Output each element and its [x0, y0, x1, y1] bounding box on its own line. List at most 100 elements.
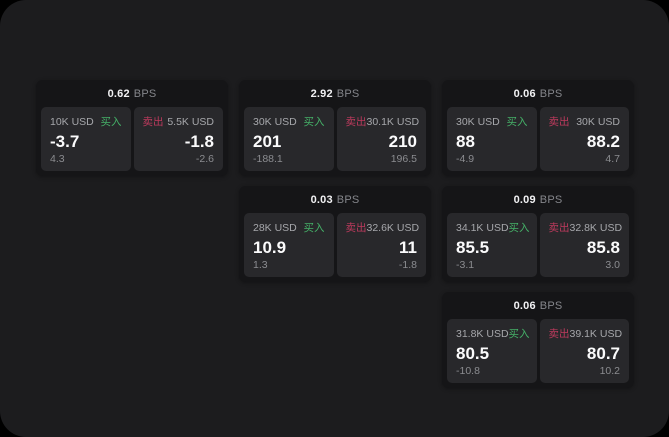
quote-card-5: 0.09 BPS 34.1K USD 买入 85.5 -3.1 卖出 32.8K…	[442, 186, 634, 282]
bps-value: 0.09	[513, 193, 536, 206]
bps-value: 2.92	[310, 87, 333, 100]
quote-card-1: 0.62 BPS 10K USD 买入 -3.7 4.3 卖出 5.5K USD	[36, 80, 228, 176]
sell-price: 11	[399, 238, 417, 257]
sell-tag: 卖出	[345, 116, 367, 128]
sell-delta: 196.5	[390, 153, 417, 165]
sell-delta: 4.7	[605, 153, 620, 165]
buy-price: -3.7	[50, 132, 80, 151]
bps-unit: BPS	[133, 87, 157, 100]
card-body: 31.8K USD 买入 80.5 -10.8 卖出 39.1K USD 80.…	[442, 319, 634, 388]
buy-pane[interactable]: 10K USD 买入 -3.7 4.3	[41, 107, 131, 171]
card-body: 30K USD 买入 201 -188.1 卖出 30.1K USD 210 1…	[239, 107, 431, 176]
buy-tag: 买入	[506, 116, 528, 128]
bps-header: 0.09 BPS	[442, 186, 634, 213]
bps-unit: BPS	[539, 299, 563, 312]
sell-notional: 30K USD	[576, 115, 620, 128]
buy-pane-top: 10K USD 买入	[50, 114, 122, 129]
sell-pane-top: 卖出 30.1K USD	[345, 114, 420, 129]
buy-price: 10.9	[253, 238, 287, 257]
buy-pane-top: 28K USD 买入	[253, 220, 325, 235]
buy-notional: 28K USD	[253, 221, 297, 234]
bps-unit: BPS	[539, 193, 563, 206]
bps-value: 0.06	[513, 299, 536, 312]
buy-pane[interactable]: 34.1K USD 买入 85.5 -3.1	[447, 213, 537, 277]
sell-delta: 3.0	[605, 259, 620, 271]
sell-pane-top: 卖出 32.8K USD	[548, 220, 623, 235]
sell-pane-top: 卖出 30K USD	[549, 114, 621, 129]
quote-card-6: 0.06 BPS 31.8K USD 买入 80.5 -10.8 卖出 39.1…	[442, 292, 634, 388]
buy-delta: 4.3	[50, 153, 65, 165]
sell-price: 88.2	[586, 132, 620, 151]
buy-notional: 31.8K USD	[456, 327, 509, 340]
buy-pane[interactable]: 30K USD 买入 88 -4.9	[447, 107, 537, 171]
buy-pane-top: 30K USD 买入	[253, 114, 325, 129]
sell-pane[interactable]: 卖出 32.6K USD 11 -1.8	[336, 213, 426, 277]
bps-header: 2.92 BPS	[239, 80, 431, 107]
sell-pane-top: 卖出 5.5K USD	[143, 114, 215, 129]
card-body: 34.1K USD 买入 85.5 -3.1 卖出 32.8K USD 85.8…	[442, 213, 634, 282]
sell-price: 85.8	[586, 238, 620, 257]
sell-pane[interactable]: 卖出 32.8K USD 85.8 3.0	[539, 213, 629, 277]
bps-header: 0.62 BPS	[36, 80, 228, 107]
bps-unit: BPS	[539, 87, 563, 100]
sell-tag: 卖出	[345, 222, 367, 234]
buy-notional: 30K USD	[253, 115, 297, 128]
buy-pane-top: 30K USD 买入	[456, 114, 528, 129]
quote-card-3: 0.06 BPS 30K USD 买入 88 -4.9 卖出 30K USD	[442, 80, 634, 176]
bps-header: 0.03 BPS	[239, 186, 431, 213]
sell-notional: 32.8K USD	[569, 221, 623, 234]
sell-pane[interactable]: 卖出 39.1K USD 80.7 10.2	[539, 319, 629, 383]
buy-tag: 买入	[303, 222, 325, 234]
buy-tag: 买入	[508, 222, 530, 234]
card-body: 28K USD 买入 10.9 1.3 卖出 32.6K USD 11 -1.8	[239, 213, 431, 282]
sell-pane-top: 卖出 39.1K USD	[548, 326, 623, 341]
sell-notional: 32.6K USD	[366, 221, 420, 234]
buy-price: 201	[253, 132, 282, 151]
sell-price: 80.7	[586, 344, 620, 363]
buy-pane[interactable]: 31.8K USD 买入 80.5 -10.8	[447, 319, 537, 383]
buy-pane[interactable]: 28K USD 买入 10.9 1.3	[244, 213, 334, 277]
sell-price: -1.8	[184, 132, 214, 151]
sell-delta: 10.2	[599, 365, 620, 377]
sell-notional: 5.5K USD	[167, 115, 214, 128]
bps-value: 0.06	[513, 87, 536, 100]
bps-header: 0.06 BPS	[442, 292, 634, 319]
sell-notional: 30.1K USD	[366, 115, 420, 128]
sell-price: 210	[388, 132, 417, 151]
buy-delta: -3.1	[456, 259, 475, 271]
buy-pane[interactable]: 30K USD 买入 201 -188.1	[244, 107, 334, 171]
buy-tag: 买入	[303, 116, 325, 128]
quote-card-4: 0.03 BPS 28K USD 买入 10.9 1.3 卖出 32.6K US…	[239, 186, 431, 282]
buy-notional: 10K USD	[50, 115, 94, 128]
sell-tag: 卖出	[548, 116, 570, 128]
buy-tag: 买入	[100, 116, 122, 128]
buy-pane-top: 34.1K USD 买入	[456, 220, 530, 235]
quote-card-2: 2.92 BPS 30K USD 买入 201 -188.1 卖出 30.1K …	[239, 80, 431, 176]
sell-tag: 卖出	[142, 116, 164, 128]
bps-unit: BPS	[336, 193, 360, 206]
quote-cards-grid: 0.62 BPS 10K USD 买入 -3.7 4.3 卖出 5.5K USD	[36, 80, 634, 388]
bps-value: 0.03	[310, 193, 333, 206]
sell-tag: 卖出	[548, 328, 570, 340]
buy-price: 88	[456, 132, 475, 151]
sell-tag: 卖出	[548, 222, 570, 234]
buy-pane-top: 31.8K USD 买入	[456, 326, 530, 341]
buy-delta: -188.1	[253, 153, 283, 165]
sell-pane-top: 卖出 32.6K USD	[345, 220, 420, 235]
sell-pane[interactable]: 卖出 30.1K USD 210 196.5	[336, 107, 426, 171]
sell-pane[interactable]: 卖出 5.5K USD -1.8 -2.6	[133, 107, 223, 171]
buy-delta: 1.3	[253, 259, 268, 271]
buy-delta: -10.8	[456, 365, 480, 377]
buy-tag: 买入	[508, 328, 530, 340]
sell-delta: -1.8	[398, 259, 417, 271]
card-body: 10K USD 买入 -3.7 4.3 卖出 5.5K USD -1.8 -2.…	[36, 107, 228, 176]
buy-delta: -4.9	[456, 153, 475, 165]
bps-value: 0.62	[107, 87, 130, 100]
sell-pane[interactable]: 卖出 30K USD 88.2 4.7	[539, 107, 629, 171]
sell-delta: -2.6	[195, 153, 214, 165]
buy-price: 85.5	[456, 238, 490, 257]
bps-unit: BPS	[336, 87, 360, 100]
buy-notional: 30K USD	[456, 115, 500, 128]
bps-header: 0.06 BPS	[442, 80, 634, 107]
